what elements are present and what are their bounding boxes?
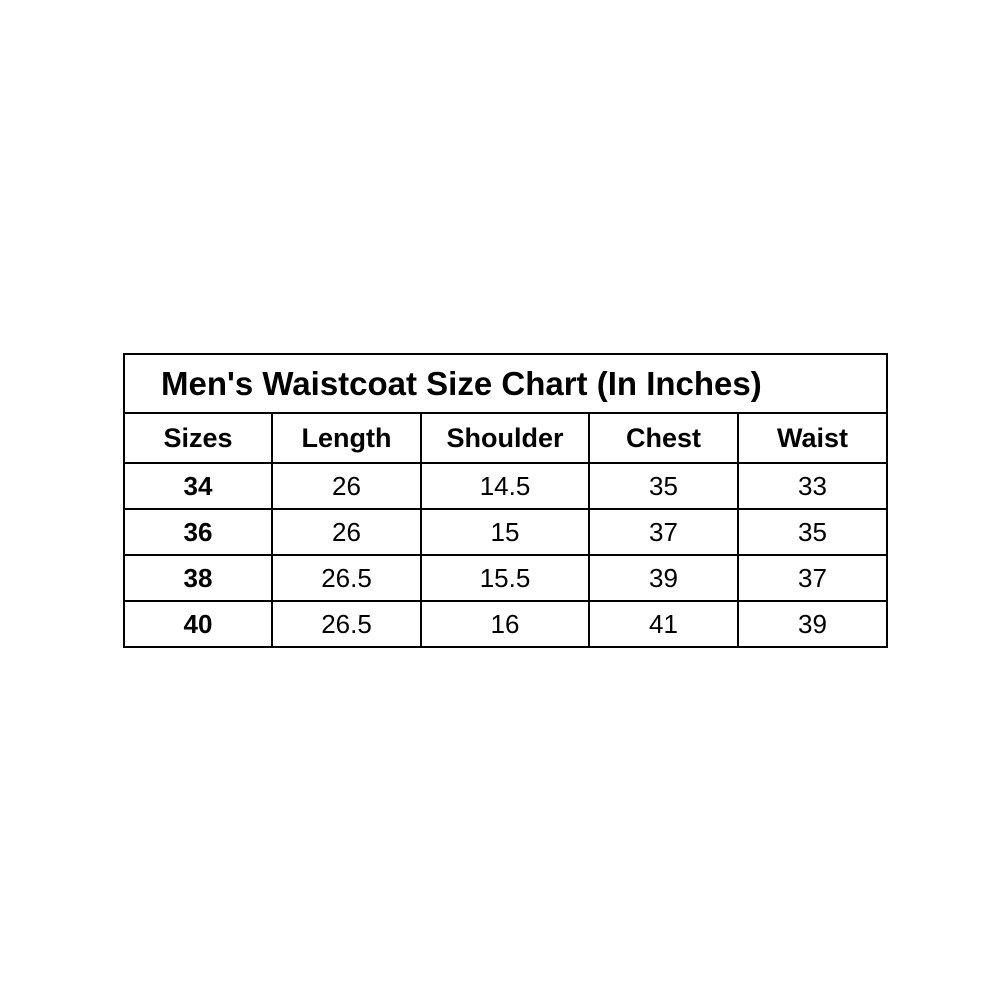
cell-length: 26.5: [271, 600, 422, 648]
cell-chest: 39: [588, 554, 739, 602]
cell-length: 26: [271, 462, 422, 510]
cell-shoulder: 15: [420, 508, 590, 556]
cell-shoulder: 14.5: [420, 462, 590, 510]
cell-length: 26: [271, 508, 422, 556]
table-row: 34 26 14.5 35 33: [123, 462, 888, 510]
cell-waist: 39: [737, 600, 888, 648]
size-chart-table: Men's Waistcoat Size Chart (In Inches) S…: [123, 353, 888, 648]
cell-chest: 41: [588, 600, 739, 648]
header-row: Sizes Length Shoulder Chest Waist: [123, 412, 888, 464]
title-row: Men's Waistcoat Size Chart (In Inches): [123, 353, 888, 414]
header-length: Length: [271, 412, 422, 464]
cell-length: 26.5: [271, 554, 422, 602]
cell-waist: 33: [737, 462, 888, 510]
table-title: Men's Waistcoat Size Chart (In Inches): [123, 353, 888, 414]
table-row: 38 26.5 15.5 39 37: [123, 554, 888, 602]
header-sizes: Sizes: [123, 412, 273, 464]
cell-chest: 35: [588, 462, 739, 510]
table-row: 40 26.5 16 41 39: [123, 600, 888, 648]
cell-shoulder: 15.5: [420, 554, 590, 602]
header-shoulder: Shoulder: [420, 412, 590, 464]
cell-size: 40: [123, 600, 273, 648]
cell-size: 36: [123, 508, 273, 556]
cell-size: 38: [123, 554, 273, 602]
cell-size: 34: [123, 462, 273, 510]
cell-waist: 37: [737, 554, 888, 602]
header-waist: Waist: [737, 412, 888, 464]
header-chest: Chest: [588, 412, 739, 464]
cell-waist: 35: [737, 508, 888, 556]
cell-shoulder: 16: [420, 600, 590, 648]
cell-chest: 37: [588, 508, 739, 556]
table-row: 36 26 15 37 35: [123, 508, 888, 556]
